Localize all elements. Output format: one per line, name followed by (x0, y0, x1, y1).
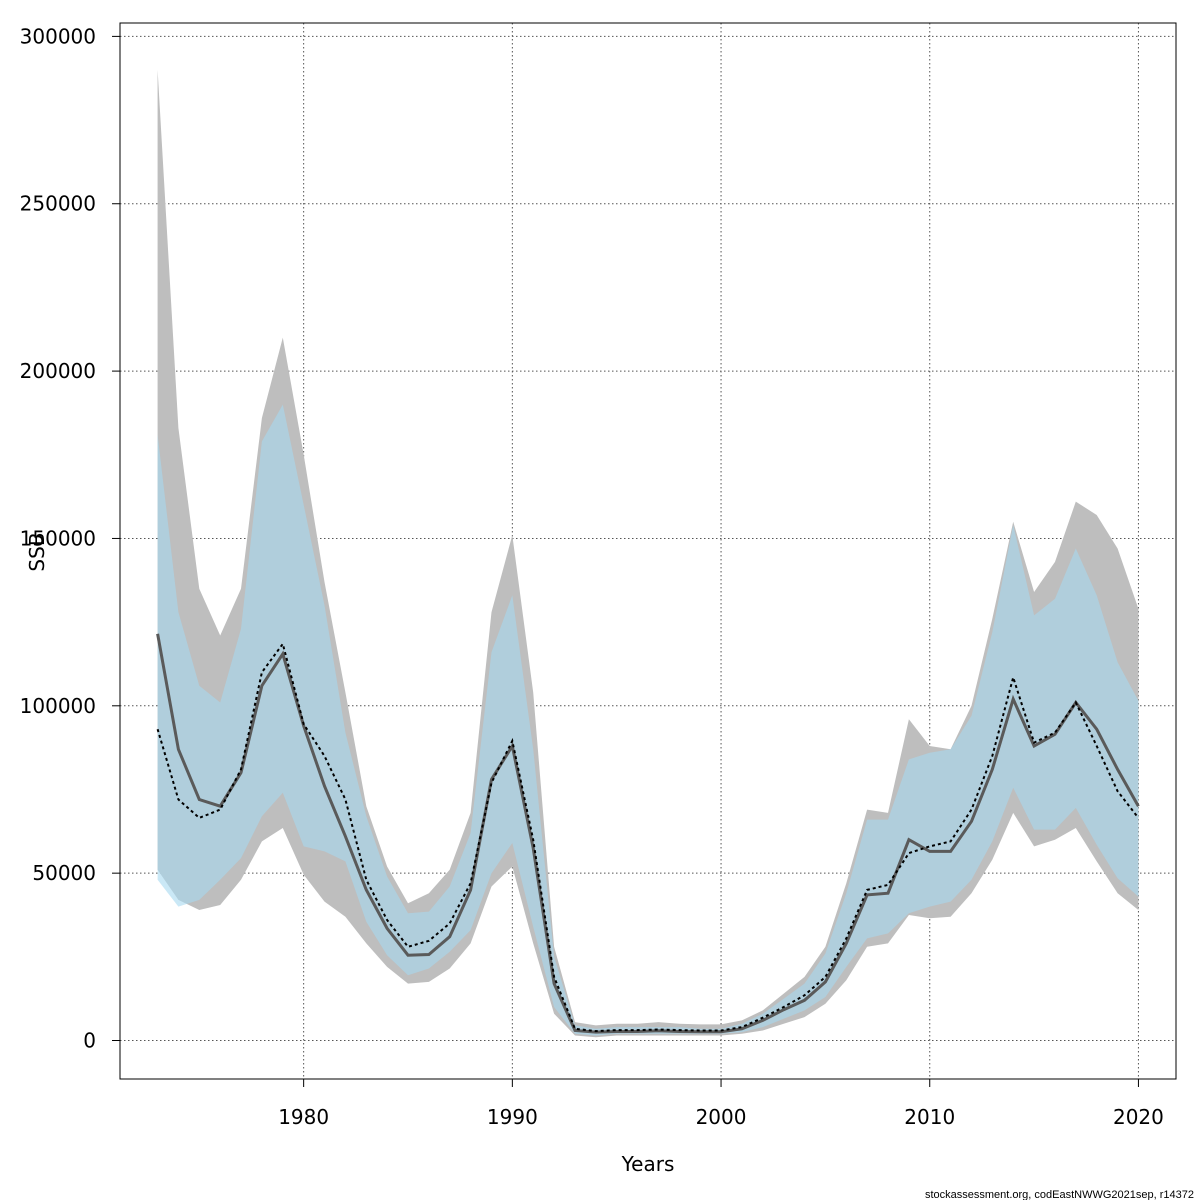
y-tick-label: 200000 (20, 359, 96, 383)
x-tick-label: 1990 (487, 1105, 538, 1129)
x-tick-label: 2000 (696, 1105, 747, 1129)
grey-estimate-line (156, 633, 1140, 1034)
grey-confidence-band (157, 69, 1139, 1038)
y-tick-label: 100000 (20, 694, 96, 718)
x-axis-title: Years (621, 1152, 675, 1176)
black-dotted-estimate-line (156, 641, 1140, 1033)
plot-frame (119, 22, 1177, 1080)
y-axis-ticks: 0 50000 100000 150000 200000 250000 300000 (20, 24, 120, 1053)
confidence-bands (157, 69, 1139, 1038)
y-tick-label: 0 (83, 1029, 96, 1053)
y-tick-label: 300000 (20, 24, 96, 48)
estimate-lines (156, 633, 1140, 1034)
grid-lines (120, 23, 1176, 1079)
x-axis-ticks: 1980 1990 2000 2010 2020 (278, 1079, 1164, 1129)
x-tick-label: 2010 (904, 1105, 955, 1129)
credit-note: stockassessment.org, codEastNWWG2021sep,… (925, 1189, 1194, 1200)
y-tick-label: 250000 (20, 192, 96, 216)
y-tick-label: 150000 (20, 526, 96, 550)
y-axis-title: SSB (25, 532, 49, 571)
x-tick-label: 2020 (1113, 1105, 1164, 1129)
y-tick-label: 50000 (32, 861, 96, 885)
x-tick-label: 1980 (278, 1105, 329, 1129)
